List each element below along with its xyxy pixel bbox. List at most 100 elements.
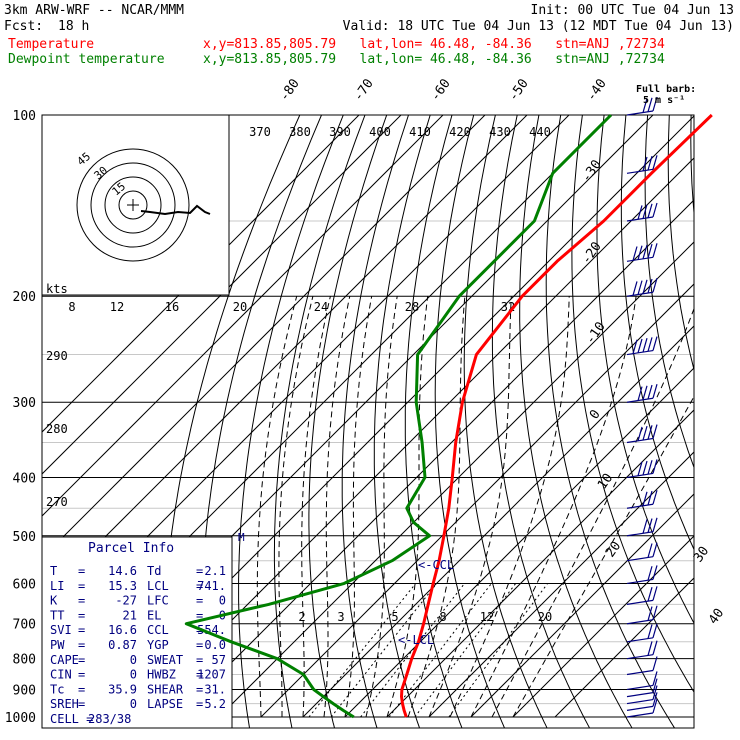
mixing-ratio-label: 12: [480, 610, 494, 624]
dry-adiabat-line: [463, 115, 548, 728]
valid-time: Valid: 18 UTC Tue 04 Jun 13 (12 MDT Tue …: [342, 19, 734, 34]
parcel-param-value: 21: [123, 608, 137, 622]
wind-barb: [626, 437, 654, 444]
wind-barb-flag: [642, 460, 648, 476]
wind-barb-flag: [632, 281, 638, 296]
hodograph-ring: [76, 148, 190, 262]
wind-barb-flag: [647, 425, 653, 440]
forecast-label: Fcst:: [4, 19, 44, 34]
parcel-param-name: SVI: [50, 623, 72, 637]
wind-barb-flag: [652, 155, 658, 170]
parcel-param-name: YGP: [147, 638, 169, 652]
wind-barb-flag: [652, 605, 658, 620]
plot-frame: [41, 114, 695, 729]
wind-barb: [626, 705, 654, 711]
parcel-param-name: SWEAT: [147, 653, 183, 667]
parcel-param-name: TT: [50, 608, 64, 622]
isotherm-line: [176, 199, 694, 718]
model-title: 3km ARW-WRF -- NCAR/MMM: [4, 3, 185, 18]
wind-barb-flag: [642, 156, 648, 172]
hodograph-ring: [90, 162, 176, 248]
theta-e-label: 430: [489, 125, 511, 139]
moist-adiabat-line: [470, 296, 637, 718]
dry-adiabat-line: [596, 115, 694, 625]
mixing-ratio-label: 20: [538, 610, 552, 624]
wind-barb: [626, 256, 654, 262]
mixing-ratio-line: [448, 583, 549, 718]
legend-temperature-name: Temperature: [8, 37, 95, 52]
wind-barb-flag: [642, 244, 648, 260]
barb-key-unit: 5 m s⁻¹: [643, 95, 685, 106]
wind-barb-flag: [652, 243, 658, 258]
isotherm-line: [42, 115, 402, 475]
parcel-equals: =: [78, 579, 85, 593]
parcel-param-name: SREH: [50, 697, 79, 711]
wind-barb-flag: [652, 542, 658, 557]
isotherm-line: [428, 451, 694, 718]
wind-barb-flag: [652, 623, 658, 638]
isotherm-line: [42, 115, 360, 433]
wind-barb: [626, 637, 654, 643]
parcel-param-value: 35.9: [108, 682, 137, 696]
dry-adiabat-label: 270: [46, 495, 68, 509]
wind-barb: [626, 556, 654, 562]
wind-barb-flag: [637, 280, 643, 295]
wind-barb-flag: [652, 490, 658, 505]
wind-barb-flag: [642, 385, 648, 400]
wind-barb-flag: [652, 692, 658, 707]
wind-barb-flag: [647, 243, 653, 259]
parcel-equals: =: [196, 579, 203, 593]
mixing-ratio-label: 28: [405, 300, 419, 314]
pressure-tick-label: 800: [13, 653, 36, 668]
wind-barb-flag: [642, 519, 648, 534]
dry-adiabat-line: [273, 115, 366, 728]
wind-barb-flag: [652, 459, 658, 474]
hodograph-units-label: kts: [46, 282, 68, 296]
mixing-ratio-label: 16: [165, 300, 179, 314]
parcel-param-name: CIN: [50, 668, 72, 682]
wind-barb-flag: [647, 203, 653, 218]
isotherm-line: [42, 115, 444, 517]
barb-key-label: Full barb:: [636, 84, 696, 95]
parcel-info-title: Parcel Info: [88, 541, 174, 556]
dry-adiabat-line: [545, 115, 676, 728]
wind-barb-flag: [647, 490, 653, 506]
dry-adiabat-line: [341, 115, 409, 728]
wind-barb: [626, 669, 654, 676]
isotherm-label: -80: [277, 76, 303, 104]
wind-barb: [626, 599, 654, 605]
isotherm-line: [344, 367, 694, 718]
wind-barb-flag: [647, 587, 653, 602]
init-time: Init: 00 UTC Tue 04 Jun 13: [530, 3, 735, 18]
parcel-param-value: 0: [130, 668, 137, 682]
moist-adiabat-line: [256, 296, 298, 717]
wind-barb-flag: [652, 96, 658, 112]
theta-e-label: 410: [409, 125, 431, 139]
legend-dewpoint-info: x,y=813.85,805.79 lat,lon= 46.48, -84.36…: [203, 52, 665, 67]
wind-barb-flag: [652, 202, 658, 218]
isotherm-label: 40: [706, 606, 727, 627]
moist-adiabat-line: [278, 296, 314, 717]
isotherm-line: [470, 493, 694, 718]
parcel-equals: =: [196, 653, 203, 667]
parcel-param-name: EL: [147, 608, 161, 622]
parcel-param-name: T: [50, 564, 57, 578]
wind-barb: [626, 349, 654, 356]
wind-barb: [626, 291, 654, 297]
lcl-marker: <-LCL: [398, 633, 434, 647]
hodograph-trace: [140, 204, 211, 216]
wind-barb-flag: [652, 678, 658, 693]
parcel-param-value: 554.: [197, 623, 226, 637]
wind-barb-flag: [647, 97, 653, 112]
parcel-param-value: 16.6: [108, 623, 137, 637]
parcel-equals: =: [78, 653, 85, 667]
wind-barb-flag: [647, 641, 653, 656]
wind-barb-flag: [642, 279, 648, 294]
wind-barb-flag: [637, 245, 643, 260]
parcel-param-name: Tc: [50, 682, 64, 696]
wind-barb: [626, 578, 654, 585]
isotherm-line: [42, 115, 528, 601]
parcel-equals: =: [196, 697, 203, 711]
